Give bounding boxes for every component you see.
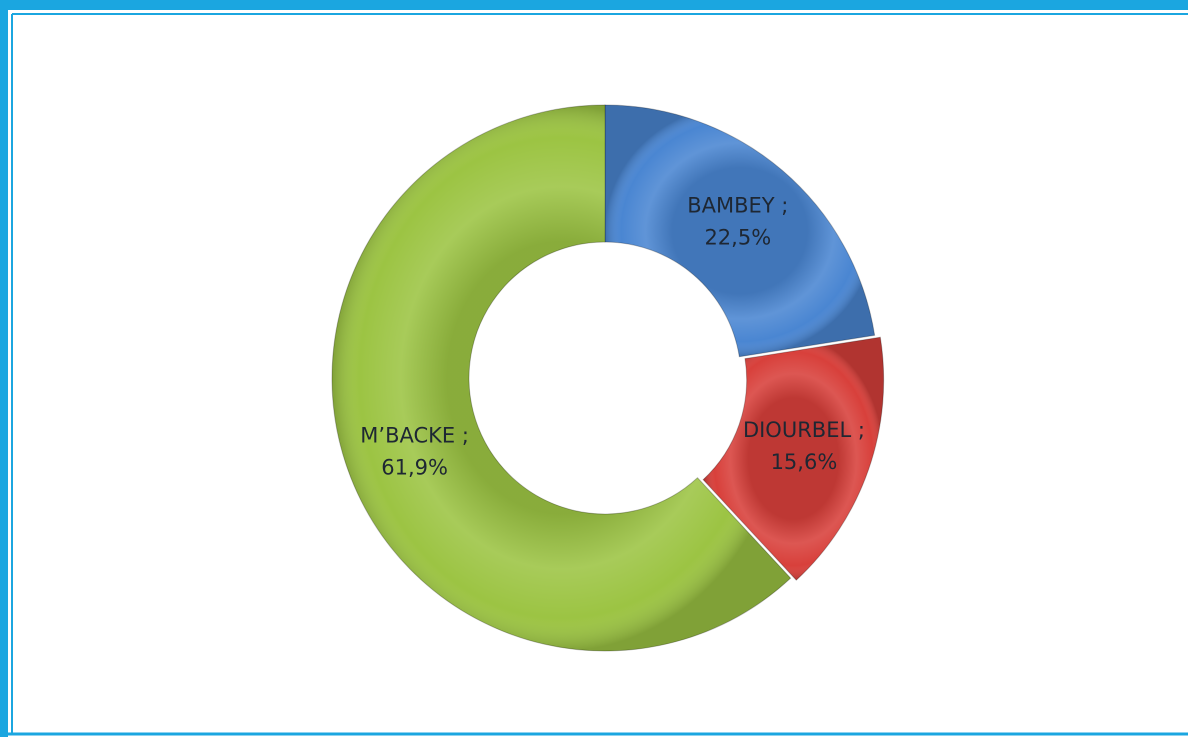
slice-label: BAMBEY ; <box>687 193 788 217</box>
slice-value-label: 15,6% <box>771 450 838 474</box>
frame-top <box>0 0 1188 10</box>
frame-left <box>0 0 8 737</box>
slice-value-label: 61,9% <box>381 456 448 480</box>
slice-value-label: 22,5% <box>704 225 771 249</box>
slice-label: DIOURBEL ; <box>743 418 865 442</box>
slice-label: M’BACKE ; <box>360 424 469 448</box>
